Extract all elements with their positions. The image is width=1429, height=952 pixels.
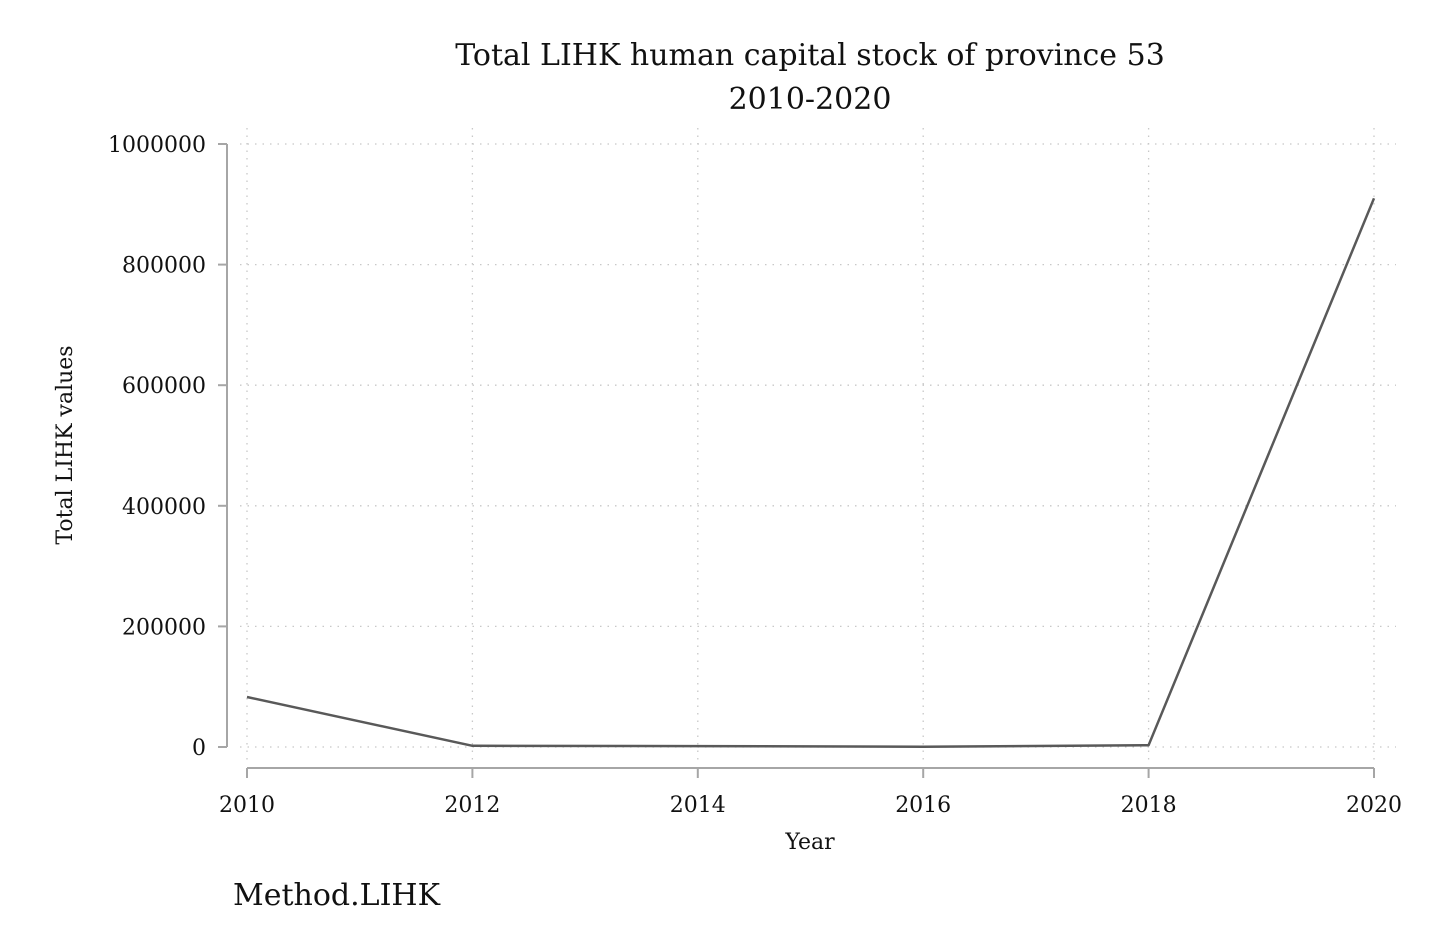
x-tick-label-5: 2020 [1346, 793, 1402, 818]
y-tick-label-5: 1000000 [108, 133, 206, 158]
x-tick-label-1: 2012 [444, 793, 500, 818]
y-tick-label-2: 400000 [122, 495, 206, 520]
x-tick-label-2: 2014 [670, 793, 726, 818]
y-tick-labels: 0 200000 400000 600000 800000 1000000 [108, 133, 206, 761]
y-tick-label-1: 200000 [122, 615, 206, 640]
y-tick-label-4: 800000 [122, 254, 206, 279]
x-tick-label-4: 2018 [1121, 793, 1177, 818]
y-tick-label-3: 600000 [122, 374, 206, 399]
data-series [246, 197, 1376, 748]
x-tick-label-3: 2016 [895, 793, 951, 818]
x-tick-label-0: 2010 [219, 793, 275, 818]
x-axis-title: Year [784, 830, 835, 855]
axes [218, 143, 1375, 778]
chart-subtitle: 2010-2020 [729, 82, 892, 117]
chart-title: Total LIHK human capital stock of provin… [455, 38, 1165, 73]
y-tick-label-0: 0 [192, 736, 206, 761]
series-line-0 [246, 197, 1376, 748]
x-tick-labels: 2010 2012 2014 2016 2018 2020 [219, 793, 1402, 818]
method-note: Method.LIHK [233, 878, 441, 913]
y-axis-title: Total LIHK values [53, 345, 78, 544]
gridlines [240, 128, 1396, 760]
